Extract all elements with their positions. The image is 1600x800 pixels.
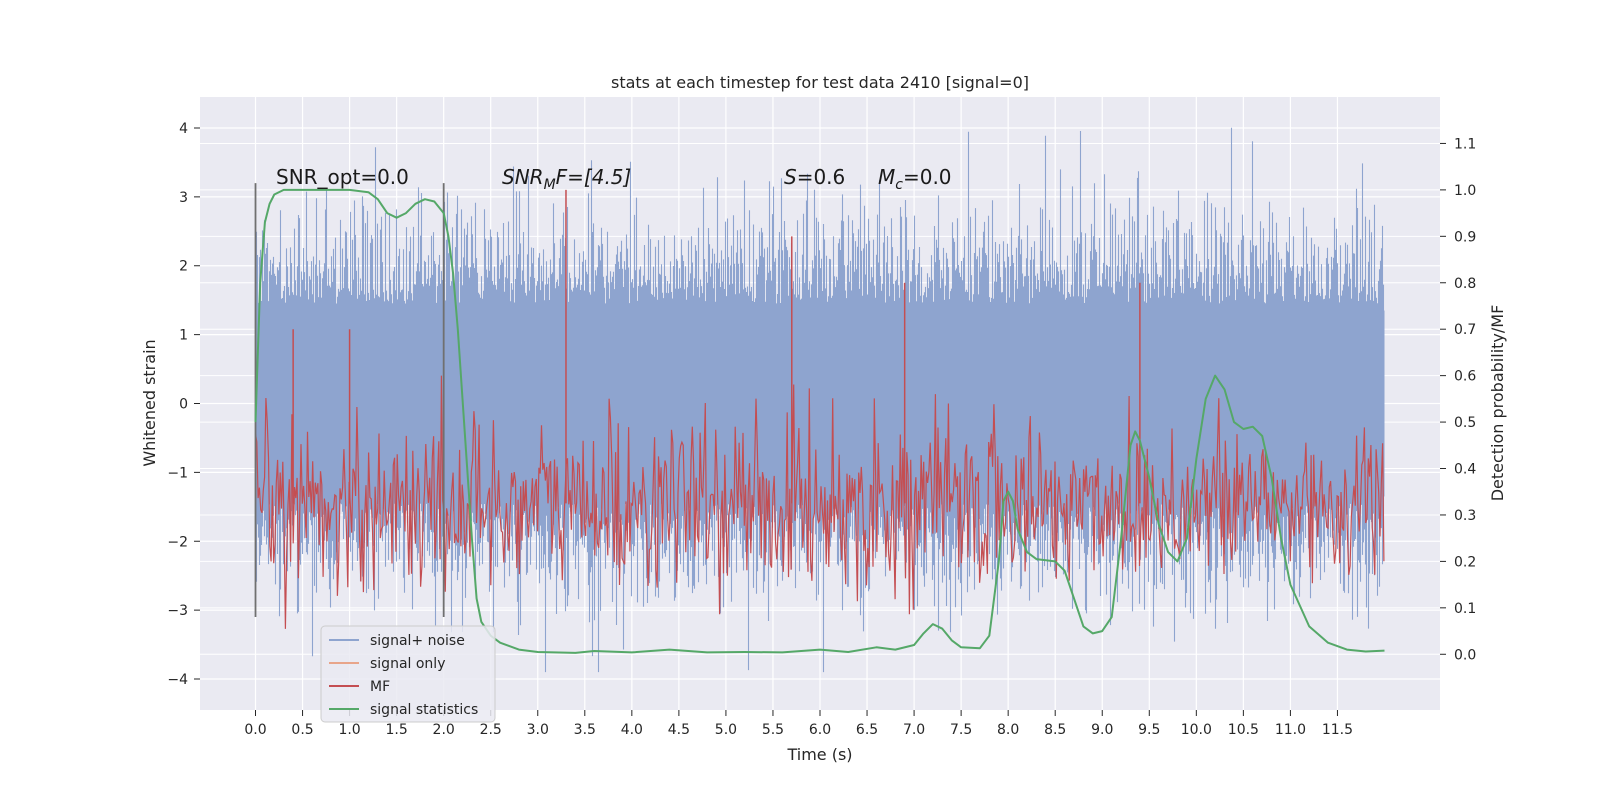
annotation-snr-mf-italic: SNR bbox=[502, 165, 544, 189]
y-tick-label-2: 2 bbox=[179, 259, 188, 275]
right-tick-label-2: 0.9 bbox=[1454, 229, 1476, 245]
y-axis-title: Whitened strain bbox=[140, 339, 159, 466]
x-tick-label-1: 0.5 bbox=[291, 722, 313, 738]
legend-label-signal-noise: signal+ noise bbox=[370, 633, 465, 649]
x-tick-label-13: 6.5 bbox=[856, 722, 878, 738]
legend-label-signal-only: signal only bbox=[370, 656, 445, 672]
legend-label-mf: MF bbox=[370, 679, 390, 695]
right-tick-label-3: 0.8 bbox=[1454, 276, 1476, 292]
x-axis-ticks: 0.0 0.5 1.0 1.5 2.0 2.5 3.0 3.5 4.0 4.5 5.0 5.5 6.0 6… bbox=[244, 710, 1353, 738]
x-tick-label-2: 1.0 bbox=[338, 722, 360, 738]
annotation-s: S=0.6 bbox=[784, 165, 845, 189]
x-tick-label-11: 5.5 bbox=[762, 722, 784, 738]
right-tick-label-5: 0.6 bbox=[1454, 369, 1476, 385]
x-axis-title: Time (s) bbox=[786, 745, 852, 764]
annotation-snr-mf-sub: M bbox=[544, 177, 556, 193]
y-axis-ticks: 4 3 2 1 0 −1 −2 −3 −4 bbox=[167, 121, 200, 688]
right-axis-ticks: 1.1 1.0 0.9 0.8 0.7 0.6 0.5 0.4 0.3 0.2 0.1 0.0 bbox=[1440, 136, 1476, 663]
x-tick-label-20: 10.0 bbox=[1181, 722, 1212, 738]
annotation-s-rest: =0.6 bbox=[797, 165, 846, 189]
annotation-mc-rest: =0.0 bbox=[903, 165, 952, 189]
signal-statistics-series bbox=[254, 188, 1385, 654]
annotation-s-italic: S bbox=[784, 165, 797, 189]
x-tick-label-21: 10.5 bbox=[1228, 722, 1259, 738]
annotation-snr-opt: SNR_opt=0.0 bbox=[276, 165, 409, 189]
right-tick-label-7: 0.4 bbox=[1454, 462, 1476, 478]
x-tick-label-19: 9.5 bbox=[1138, 722, 1160, 738]
x-tick-label-7: 3.5 bbox=[574, 722, 596, 738]
x-tick-label-0: 0.0 bbox=[244, 722, 266, 738]
legend-label-signal-statistics: signal statistics bbox=[370, 702, 478, 718]
x-tick-label-10: 5.0 bbox=[715, 722, 737, 738]
chart-title: stats at each timestep for test data 241… bbox=[611, 73, 1029, 92]
x-tick-label-8: 4.0 bbox=[621, 722, 643, 738]
right-tick-label-6: 0.5 bbox=[1454, 415, 1476, 431]
x-tick-label-3: 1.5 bbox=[385, 722, 407, 738]
x-tick-label-6: 3.0 bbox=[527, 722, 549, 738]
y-tick-label-8: −4 bbox=[167, 672, 188, 688]
y-tick-label-3: 1 bbox=[179, 328, 188, 344]
right-tick-label-11: 0.0 bbox=[1454, 647, 1476, 663]
right-tick-label-8: 0.3 bbox=[1454, 508, 1476, 524]
x-tick-label-18: 9.0 bbox=[1091, 722, 1113, 738]
right-axis-title: Detection probability/MF bbox=[1488, 305, 1507, 502]
y-tick-label-6: −2 bbox=[167, 534, 188, 550]
annotation-snr-mf: SNRMF=[4.5] bbox=[502, 165, 631, 193]
signal-statistics-line bbox=[254, 188, 1385, 654]
x-tick-label-5: 2.5 bbox=[480, 722, 502, 738]
right-tick-label-0: 1.1 bbox=[1454, 136, 1476, 152]
annotation-snr-mf-rest: F=[4.5] bbox=[556, 165, 632, 189]
right-tick-label-10: 0.1 bbox=[1454, 601, 1476, 617]
y-tick-label-1: 3 bbox=[179, 190, 188, 206]
annotation-mc: Mc=0.0 bbox=[878, 165, 952, 193]
y-tick-label-7: −3 bbox=[167, 603, 188, 619]
right-tick-label-1: 1.0 bbox=[1454, 183, 1476, 199]
x-tick-label-15: 7.5 bbox=[950, 722, 972, 738]
x-tick-label-22: 11.0 bbox=[1275, 722, 1306, 738]
annotation-mc-italic: M bbox=[878, 165, 895, 189]
legend: signal+ noise signal only MF signal stat… bbox=[320, 625, 496, 723]
legend-box bbox=[320, 625, 496, 723]
y-tick-label-4: 0 bbox=[179, 397, 188, 413]
x-tick-label-16: 8.0 bbox=[997, 722, 1019, 738]
x-tick-label-17: 8.5 bbox=[1044, 722, 1066, 738]
x-tick-label-12: 6.0 bbox=[809, 722, 831, 738]
x-tick-label-9: 4.5 bbox=[668, 722, 690, 738]
annotation-mc-sub: c bbox=[895, 177, 903, 193]
y-tick-label-0: 4 bbox=[179, 121, 188, 137]
x-tick-label-4: 2.0 bbox=[433, 722, 455, 738]
right-tick-label-4: 0.7 bbox=[1454, 322, 1476, 338]
y-tick-label-5: −1 bbox=[167, 465, 188, 481]
x-tick-label-14: 7.0 bbox=[903, 722, 925, 738]
x-tick-label-23: 11.5 bbox=[1322, 722, 1353, 738]
right-tick-label-9: 0.2 bbox=[1454, 554, 1476, 570]
